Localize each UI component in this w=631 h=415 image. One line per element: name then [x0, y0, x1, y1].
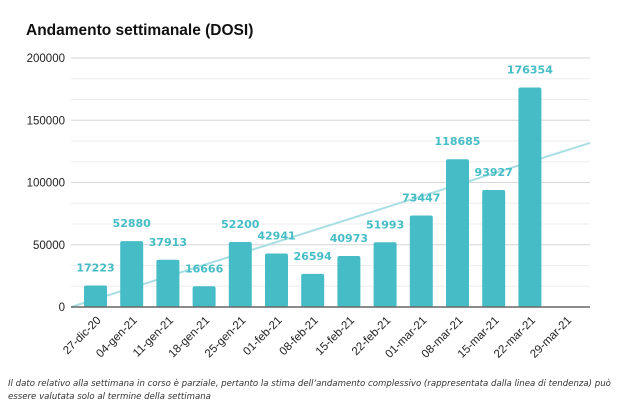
bar: [482, 190, 506, 307]
bar: [192, 286, 216, 307]
data-label: 118685: [435, 135, 481, 148]
data-label: 40973: [330, 232, 368, 245]
bar-chart: 0 50000 100000 150000 200000 17223 52880 37913…: [27, 53, 591, 361]
bar: [518, 87, 542, 307]
data-label: 42941: [257, 230, 295, 243]
bar: [228, 242, 252, 307]
data-label: 16666: [185, 262, 224, 275]
bar: [446, 159, 469, 307]
data-label: 52880: [113, 217, 152, 230]
data-label: 176354: [507, 63, 553, 76]
data-label: 26594: [294, 250, 333, 263]
y-tick-label: 200000: [27, 53, 65, 65]
y-axis-ticks: 0 50000 100000 150000 200000: [27, 53, 65, 314]
data-label: 51993: [366, 218, 404, 231]
data-label: 17223: [76, 262, 114, 275]
bar: [265, 253, 288, 307]
bar: [120, 241, 144, 307]
y-tick-label: 0: [59, 302, 65, 314]
data-label: 73447: [402, 192, 440, 205]
footnote: Il dato relativo alla settimana in corso…: [8, 379, 611, 402]
bars: [84, 87, 542, 307]
data-label: 93927: [475, 166, 513, 179]
y-tick-label: 50000: [33, 240, 65, 252]
bar: [301, 273, 325, 307]
y-tick-label: 100000: [27, 178, 65, 190]
bar: [84, 285, 107, 307]
bar: [409, 215, 433, 307]
bar: [373, 242, 397, 307]
bar: [337, 255, 361, 307]
x-axis-ticks: 27-dic-2004-gen-2111-gen-2118-gen-2125-g…: [61, 315, 574, 361]
data-label: 37913: [149, 236, 187, 249]
y-tick-label: 150000: [27, 115, 65, 127]
data-label: 52200: [221, 218, 260, 231]
chart-title: Andamento settimanale (DOSI): [26, 22, 254, 39]
bar: [156, 259, 180, 307]
